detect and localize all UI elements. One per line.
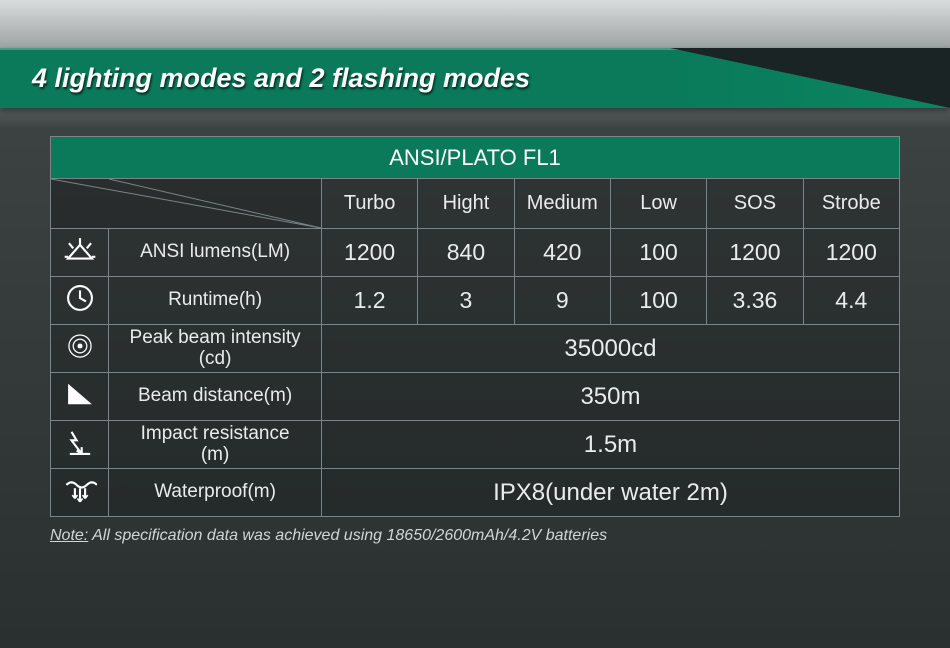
spec-table: ANSI/PLATO FL1 Turbo Hight Medium Low SO… <box>50 136 900 517</box>
row-label: Runtime(h) <box>109 277 322 325</box>
banner-triangle <box>670 48 950 108</box>
note-prefix: Note: <box>50 527 88 544</box>
mode-col: Hight <box>418 179 514 229</box>
cell: 1200 <box>321 229 417 277</box>
banner-title: 4 lighting modes and 2 flashing modes <box>32 63 530 94</box>
cell: 420 <box>514 229 610 277</box>
mode-col: Low <box>610 179 706 229</box>
table-row: Impact resistance (m) 1.5m <box>51 421 900 469</box>
water-icon <box>51 469 109 517</box>
table-row: Waterproof(m) IPX8(under water 2m) <box>51 469 900 517</box>
cell: 1.2 <box>321 277 417 325</box>
cell: 3 <box>418 277 514 325</box>
mode-col: Strobe <box>803 179 899 229</box>
clock-icon <box>51 277 109 325</box>
cell: 9 <box>514 277 610 325</box>
beam-icon <box>51 373 109 421</box>
spec-table-container: ANSI/PLATO FL1 Turbo Hight Medium Low SO… <box>50 136 900 517</box>
cell: 1200 <box>707 229 803 277</box>
standard-header: ANSI/PLATO FL1 <box>51 137 900 179</box>
target-icon <box>51 325 109 373</box>
mode-col: SOS <box>707 179 803 229</box>
table-row: ANSI lumens(LM) 1200 840 420 100 1200 12… <box>51 229 900 277</box>
standard-header-row: ANSI/PLATO FL1 <box>51 137 900 179</box>
diagonal-cell <box>51 179 322 229</box>
row-label: Beam distance(m) <box>109 373 322 421</box>
merged-cell: 350m <box>321 373 899 421</box>
merged-cell: 35000cd <box>321 325 899 373</box>
table-row: Beam distance(m) 350m <box>51 373 900 421</box>
impact-icon <box>51 421 109 469</box>
cell: 4.4 <box>803 277 899 325</box>
footnote: Note: All specification data was achieve… <box>50 527 900 545</box>
title-banner: 4 lighting modes and 2 flashing modes <box>0 48 950 108</box>
merged-cell: 1.5m <box>321 421 899 469</box>
note-text: All specification data was achieved usin… <box>88 527 607 544</box>
row-label: ANSI lumens(LM) <box>109 229 322 277</box>
row-label: Waterproof(m) <box>109 469 322 517</box>
cell: 100 <box>610 277 706 325</box>
cell: 840 <box>418 229 514 277</box>
table-row: Peak beam intensity (cd) 35000cd <box>51 325 900 373</box>
mode-col: Medium <box>514 179 610 229</box>
row-label: Impact resistance (m) <box>109 421 322 469</box>
cell: 3.36 <box>707 277 803 325</box>
table-row: Runtime(h) 1.2 3 9 100 3.36 4.4 <box>51 277 900 325</box>
mode-col: Turbo <box>321 179 417 229</box>
merged-cell: IPX8(under water 2m) <box>321 469 899 517</box>
mode-header-row: Turbo Hight Medium Low SOS Strobe <box>51 179 900 229</box>
sun-icon <box>51 229 109 277</box>
cell: 1200 <box>803 229 899 277</box>
cell: 100 <box>610 229 706 277</box>
row-label: Peak beam intensity (cd) <box>109 325 322 373</box>
